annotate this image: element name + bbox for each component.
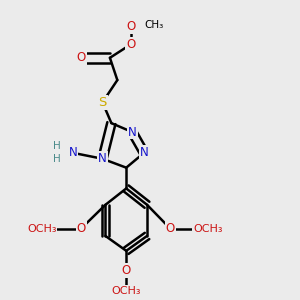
Text: N: N: [68, 146, 77, 159]
Text: O: O: [126, 38, 135, 51]
Text: O: O: [126, 20, 135, 33]
Text: OCH₃: OCH₃: [112, 286, 141, 296]
Text: O: O: [76, 222, 86, 235]
Text: O: O: [122, 264, 131, 277]
Text: CH₃: CH₃: [144, 20, 163, 30]
Text: N: N: [98, 152, 107, 165]
Text: O: O: [166, 222, 175, 235]
Text: N: N: [128, 125, 136, 139]
Text: OCH₃: OCH₃: [193, 224, 223, 233]
Text: H: H: [52, 154, 60, 164]
Text: N: N: [140, 146, 148, 159]
Text: O: O: [76, 51, 86, 64]
Text: OCH₃: OCH₃: [27, 224, 56, 233]
Text: H: H: [52, 141, 60, 151]
Text: S: S: [98, 96, 107, 109]
